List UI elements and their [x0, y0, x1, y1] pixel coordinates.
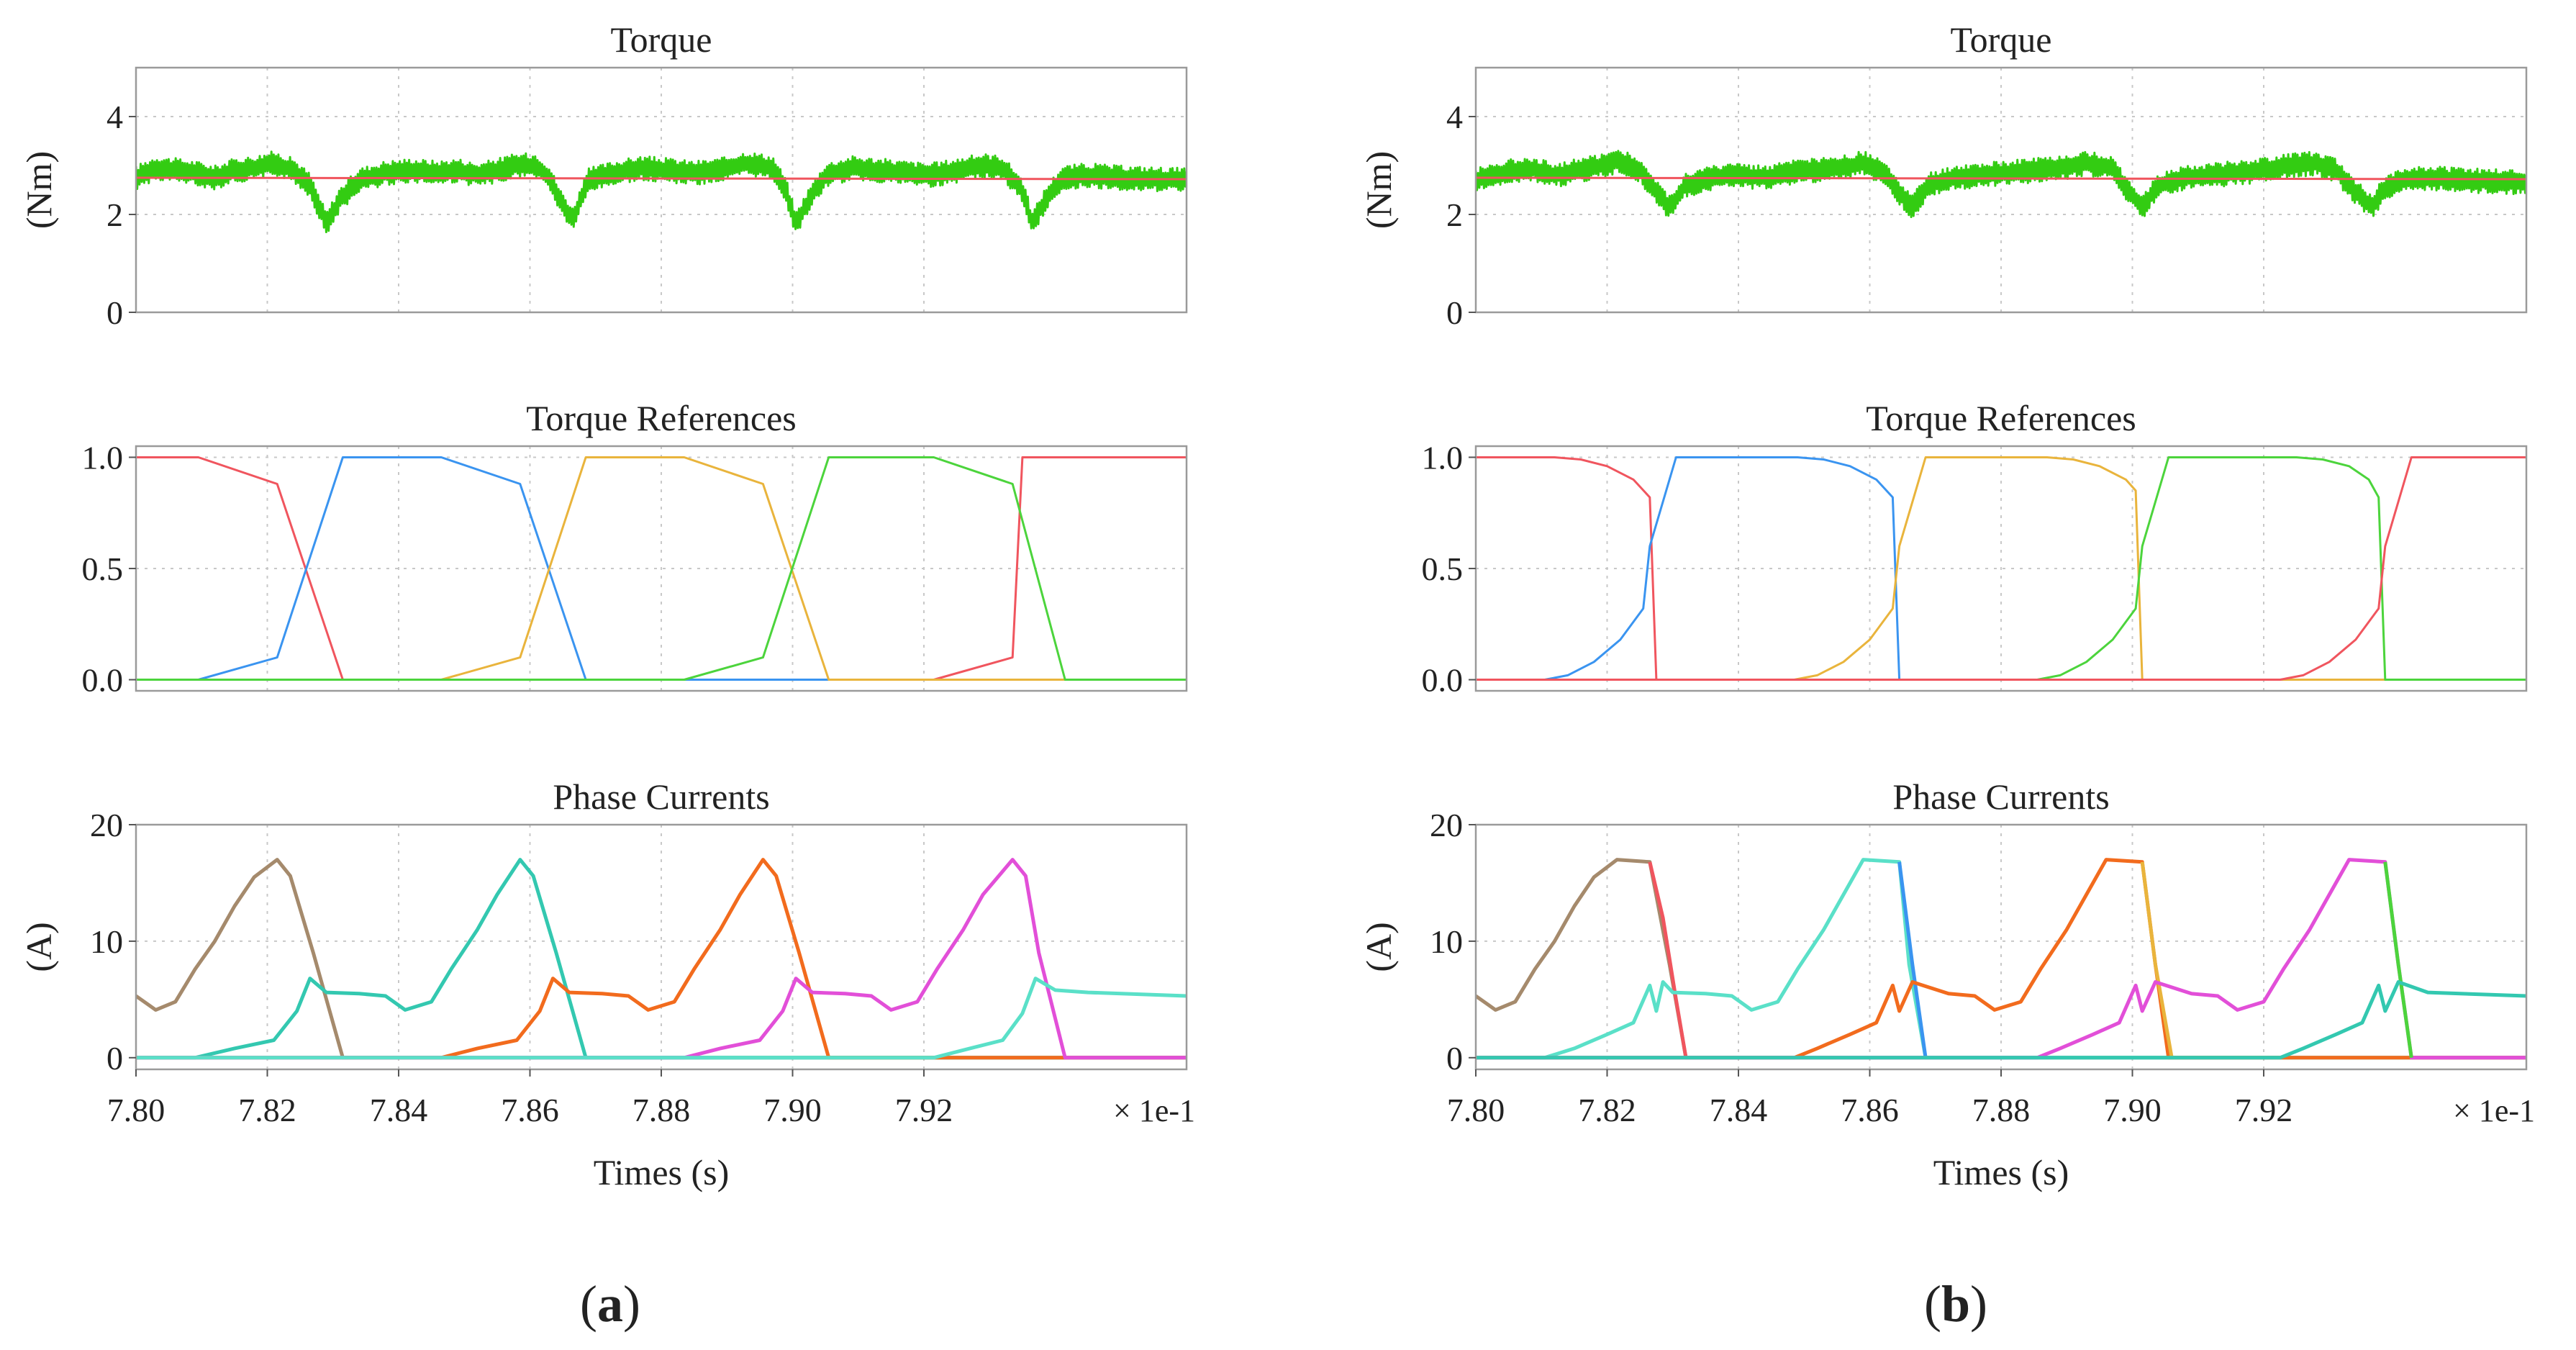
y-tick-label: 0 — [106, 294, 123, 331]
y-tick-label: 4 — [1446, 99, 1463, 135]
plot-title: Torque References — [526, 398, 796, 438]
series-ref-2 — [136, 456, 1187, 681]
y-axis-label: (Nm) — [1359, 151, 1399, 229]
y-tick-label: 10 — [1430, 923, 1463, 960]
x-tick-label: 7.86 — [501, 1092, 559, 1128]
series-torque — [136, 150, 1187, 233]
series-phase-4 — [1476, 858, 2526, 1060]
x-tick-label: 7.84 — [1710, 1092, 1768, 1128]
panel-b-open-paren: ( — [1924, 1275, 1941, 1333]
x-tick-label: 7.88 — [632, 1092, 691, 1128]
series-phase-1 — [1476, 858, 2526, 1060]
y-tick-label: 0.5 — [1422, 551, 1464, 587]
series-phase-2-tail — [1897, 861, 1928, 1059]
subplot-b-currents: 0 10 20 Phase Currents (A) 7.80 7.82 7.84 7.86 7.… — [1359, 776, 2535, 1192]
subplot-a-torque: 0 2 4 Torque (Nm) — [19, 19, 1188, 331]
x-tick-label: 7.80 — [1447, 1092, 1505, 1128]
series-phase-4-tail — [2383, 861, 2413, 1059]
y-tick-label: 0 — [106, 1040, 123, 1077]
series-ref-1-next — [1476, 456, 2526, 681]
y-tick-label: 2 — [1446, 196, 1463, 233]
x-tick-label: 7.88 — [1972, 1092, 2031, 1128]
y-axis-label: (A) — [19, 922, 59, 971]
x-scale-label: × 1e-1 — [2453, 1093, 2535, 1128]
series-phase-4 — [136, 858, 1187, 1060]
x-tick-label: 7.82 — [1578, 1092, 1636, 1128]
panel-b-label: (b) — [1924, 1275, 1987, 1333]
series-phase-3-tail — [2140, 861, 2174, 1059]
y-tick-label: 20 — [1430, 807, 1463, 843]
x-tick-label: 7.92 — [895, 1092, 953, 1128]
y-tick-label: 0 — [1446, 1040, 1463, 1077]
series-phase-1-next — [136, 977, 1187, 1060]
panel-b-close-paren: ) — [1970, 1275, 1987, 1333]
x-scale-label: × 1e-1 — [1113, 1093, 1195, 1128]
x-tick-label: 7.90 — [763, 1092, 822, 1128]
x-tick-label: 7.84 — [370, 1092, 428, 1128]
series-ref-4 — [136, 456, 1187, 681]
plot-title: Phase Currents — [1892, 776, 2109, 817]
x-axis-label: Times (s) — [594, 1152, 729, 1192]
y-tick-label: 10 — [90, 923, 123, 960]
y-tick-label: 1.0 — [82, 439, 124, 476]
plot-frame — [1474, 66, 2528, 314]
y-tick-label: 2 — [106, 196, 123, 233]
x-tick-label: 7.82 — [238, 1092, 296, 1128]
x-tick-label: 7.90 — [2103, 1092, 2162, 1128]
plot-title: Torque References — [1866, 398, 2136, 438]
y-tick-label: 0 — [1446, 294, 1463, 331]
subplot-b-references: 0.0 0.5 1.0 Torque References — [1422, 398, 2528, 699]
panel-a-label: (a) — [580, 1275, 640, 1333]
subplot-a-references: 0.0 0.5 1.0 Torque References — [82, 398, 1188, 699]
series-torque — [1476, 150, 2526, 219]
series-ref-3 — [136, 456, 1187, 681]
series-phase-3 — [136, 858, 1187, 1060]
series-ref-2 — [1476, 456, 2526, 681]
plot-title: Torque — [1951, 19, 2052, 60]
plot-frame — [135, 66, 1188, 314]
series-phase-1-tail — [1648, 861, 1688, 1059]
series-torque-reference — [1476, 176, 2526, 181]
y-tick-label: 4 — [106, 99, 123, 135]
x-axis-label: Times (s) — [1933, 1152, 2069, 1192]
series-ref-4 — [1476, 456, 2526, 681]
y-axis-label: (Nm) — [19, 151, 59, 229]
series-ref-3 — [1476, 456, 2526, 681]
plot-title: Torque — [611, 19, 712, 60]
subplot-a-currents: 0 10 20 Phase Currents (A) 7.80 7.82 7.84 7.86 7.… — [19, 776, 1195, 1192]
plot-title: Phase Currents — [553, 776, 769, 817]
subplot-b-torque: 0 2 4 Torque (Nm) — [1359, 19, 2528, 331]
y-tick-label: 1.0 — [1422, 439, 1464, 476]
panel-a-close-paren: ) — [623, 1275, 640, 1333]
panel-b: 0 2 4 Torque (Nm) 0.0 0.5 1.0 Torque References… — [1359, 19, 2535, 1333]
series-phase-3 — [1476, 858, 2526, 1060]
series-ref-1 — [1476, 456, 2526, 681]
x-tick-label: 7.80 — [107, 1092, 165, 1128]
panel-a-open-paren: ( — [580, 1275, 597, 1333]
y-tick-label: 0.5 — [82, 551, 124, 587]
panel-b-letter: b — [1941, 1275, 1970, 1333]
x-tick-label: 7.86 — [1841, 1092, 1899, 1128]
series-phase-1 — [136, 858, 1187, 1060]
y-tick-label: 0.0 — [1422, 662, 1464, 699]
series-phase-1-next — [1476, 980, 2526, 1060]
series-torque-reference — [136, 176, 1187, 181]
series-phase-2 — [1476, 858, 2526, 1060]
y-tick-label: 0.0 — [82, 662, 124, 699]
panel-a-letter: a — [597, 1275, 623, 1333]
x-tick-label: 7.92 — [2235, 1092, 2293, 1128]
series-phase-2 — [136, 858, 1187, 1060]
y-axis-label: (A) — [1359, 922, 1399, 971]
y-tick-label: 20 — [90, 807, 123, 843]
panel-a: 0 2 4 Torque (Nm) 0.0 0.5 1.0 Torque References… — [19, 19, 1195, 1333]
